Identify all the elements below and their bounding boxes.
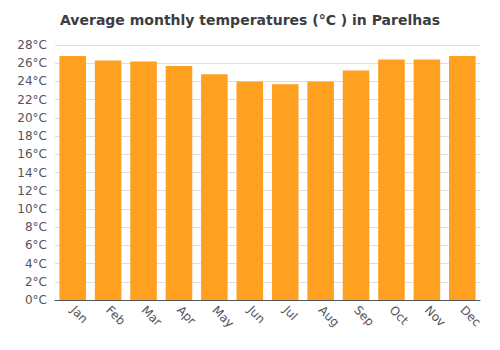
svg-text:0°C: 0°C bbox=[25, 293, 47, 307]
svg-text:Nov: Nov bbox=[422, 303, 448, 329]
svg-text:May: May bbox=[209, 303, 236, 330]
svg-text:14°C: 14°C bbox=[17, 166, 47, 180]
svg-text:4°C: 4°C bbox=[25, 257, 47, 271]
svg-text:Oct: Oct bbox=[387, 303, 412, 328]
svg-text:2°C: 2°C bbox=[25, 275, 47, 289]
svg-text:Average monthly temperatures (: Average monthly temperatures (°C ) in Pa… bbox=[60, 12, 440, 28]
svg-text:Mar: Mar bbox=[139, 303, 165, 329]
svg-text:26°C: 26°C bbox=[17, 56, 47, 70]
svg-text:6°C: 6°C bbox=[25, 238, 47, 252]
svg-text:Aug: Aug bbox=[316, 303, 342, 329]
svg-text:8°C: 8°C bbox=[25, 220, 47, 234]
svg-text:Jul: Jul bbox=[280, 302, 301, 323]
svg-text:Dec: Dec bbox=[457, 303, 483, 329]
svg-text:12°C: 12°C bbox=[17, 184, 47, 198]
svg-text:Apr: Apr bbox=[174, 303, 199, 328]
svg-text:Jun: Jun bbox=[244, 302, 268, 326]
svg-text:16°C: 16°C bbox=[17, 147, 47, 161]
svg-text:Sep: Sep bbox=[351, 303, 377, 329]
svg-text:20°C: 20°C bbox=[17, 111, 47, 125]
svg-text:Jan: Jan bbox=[67, 302, 91, 326]
svg-text:22°C: 22°C bbox=[17, 93, 47, 107]
svg-text:Feb: Feb bbox=[103, 303, 128, 328]
svg-text:24°C: 24°C bbox=[17, 74, 47, 88]
svg-text:10°C: 10°C bbox=[17, 202, 47, 216]
svg-text:28°C: 28°C bbox=[17, 38, 47, 52]
svg-text:18°C: 18°C bbox=[17, 129, 47, 143]
